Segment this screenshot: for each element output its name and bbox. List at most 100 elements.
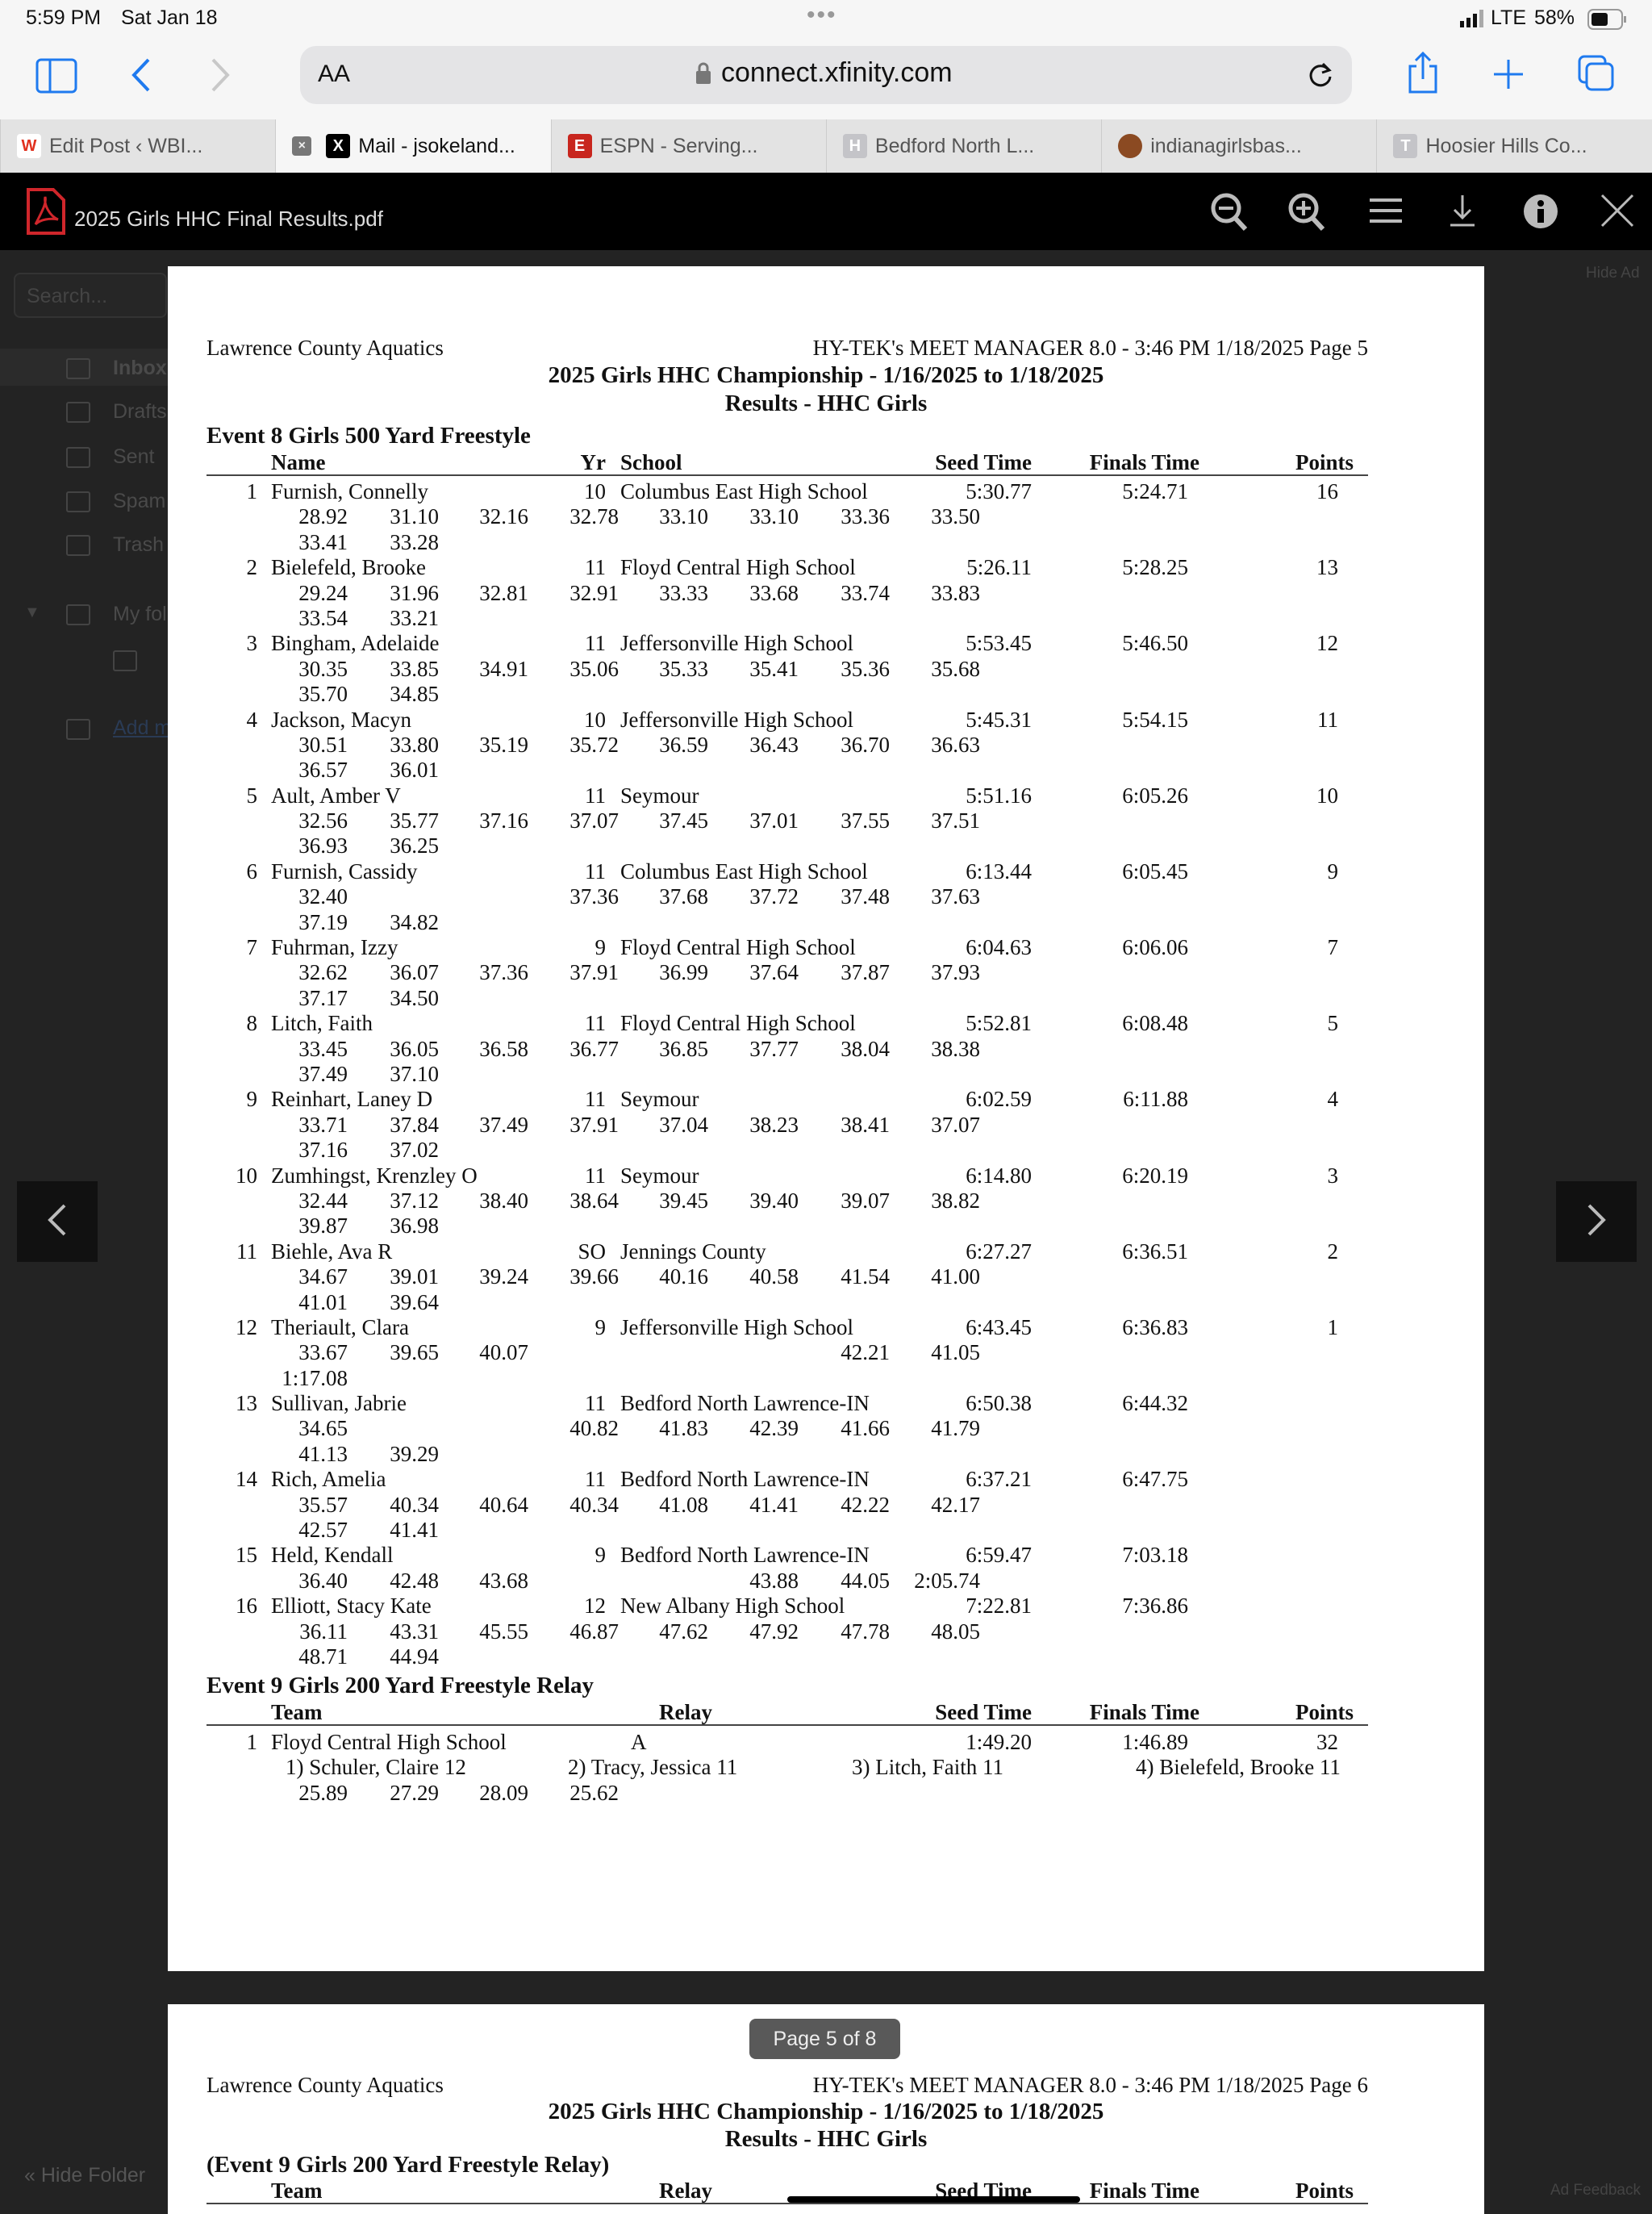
browser-tab[interactable]: × X Mail - jsokeland...: [275, 119, 551, 173]
favicon-icon: X: [326, 134, 351, 158]
url-text[interactable]: connect.xfinity.com: [721, 57, 953, 88]
reload-icon[interactable]: [1307, 61, 1334, 94]
result-entry: 9 Reinhart, Laney D 11 Seymour 6:02.59 6:11.8…: [168, 1087, 1484, 1163]
new-tab-icon[interactable]: [1492, 58, 1525, 94]
favicon-icon: [1118, 134, 1143, 158]
close-icon[interactable]: [1600, 194, 1634, 232]
info-icon[interactable]: [1523, 194, 1558, 233]
seed-time: 5:51.16: [966, 783, 1032, 808]
zoom-in-icon[interactable]: [1287, 192, 1326, 236]
mail-icon: [66, 719, 90, 740]
zoom-out-icon[interactable]: [1210, 192, 1249, 236]
split-time: 33.36: [841, 504, 890, 529]
splits-row: 30.51 33.80 35.19 35.72 36.59 36.43 36.70 36.63: [168, 733, 1484, 758]
split-time: 37.04: [659, 1112, 708, 1137]
relay-swimmer: 2) Tracy, Jessica 11: [568, 1755, 738, 1780]
folder-trash[interactable]: Trash: [113, 533, 164, 556]
split-time: 37.16: [298, 1138, 348, 1163]
folder-icon: [113, 650, 137, 671]
battery-icon: [1587, 9, 1628, 36]
tab-label: indianagirlsbas...: [1150, 134, 1302, 157]
meet-subtitle: Results - HHC Girls: [724, 2126, 928, 2152]
split-time: 33.21: [390, 605, 439, 630]
split-time: 44.94: [390, 1644, 439, 1669]
my-folders[interactable]: My fol: [113, 603, 167, 625]
place: 11: [236, 1239, 257, 1264]
add-mail-link[interactable]: Add m: [113, 716, 172, 739]
seed-time: 5:53.45: [966, 631, 1032, 656]
split-time: 36.43: [749, 732, 799, 757]
address-bar[interactable]: AA connect.xfinity.com: [300, 46, 1352, 104]
next-page-button[interactable]: [1556, 1181, 1637, 1262]
result-row: 14 Rich, Amelia 11 Bedford North Lawrence-I…: [168, 1467, 1484, 1492]
folder-drafts[interactable]: Drafts: [113, 400, 167, 423]
inbox-highlight: [0, 349, 168, 386]
seed-time: 6:27.27: [966, 1239, 1032, 1264]
browser-tab[interactable]: H Bedford North L...: [825, 119, 1101, 173]
multitask-dots-icon[interactable]: •••: [807, 2, 837, 28]
browser-tab[interactable]: W Edit Post ‹ WBI...: [0, 119, 275, 173]
split-time: 35.19: [479, 732, 528, 757]
seed-time: 5:45.31: [966, 707, 1032, 732]
browser-tab[interactable]: T Hoosier Hills Co...: [1376, 119, 1651, 173]
forward-icon[interactable]: [208, 56, 232, 98]
split-time: 36.57: [298, 758, 348, 783]
event-9-title: Event 9 Girls 200 Yard Freestyle Relay: [206, 1673, 594, 1698]
split-time: 32.91: [569, 580, 619, 605]
tab-bar: W Edit Post ‹ WBI... × X Mail - jsokeland...…: [0, 119, 1652, 173]
school: Seymour: [620, 1163, 699, 1188]
seed-time: 6:14.80: [966, 1163, 1032, 1188]
swimmer-name: Elliott, Stacy Kate: [271, 1594, 432, 1619]
mail-search-input[interactable]: Search...: [14, 273, 167, 318]
header-name: Name: [271, 450, 326, 474]
home-indicator[interactable]: [787, 2196, 1080, 2203]
caret-down-icon[interactable]: ▼: [24, 604, 40, 621]
splits-row: 48.71 44.94: [168, 1644, 1484, 1669]
result-row: 15 Held, Kendall 9 Bedford North Lawrence-I…: [168, 1543, 1484, 1568]
folder-sent[interactable]: Sent: [113, 445, 155, 468]
finals-time: 6:36.83: [1122, 1314, 1188, 1339]
result-row: 16 Elliott, Stacy Kate 12 New Albany High S…: [168, 1594, 1484, 1619]
result-entry: 15 Held, Kendall 9 Bedford North Lawrence-I…: [168, 1543, 1484, 1594]
split-time: 32.78: [569, 504, 619, 529]
back-icon[interactable]: [129, 56, 153, 98]
relay-letter: A: [631, 1730, 647, 1754]
place: 3: [246, 631, 258, 656]
hide-folders-button[interactable]: « Hide Folder: [24, 2164, 146, 2187]
result-entry: 12 Theriault, Clara 9 Jeffersonville High S…: [168, 1315, 1484, 1391]
header-team: Team: [271, 2178, 323, 2203]
header-team: Team: [271, 1700, 323, 1724]
ad-feedback-link[interactable]: Ad Feedback: [1550, 2182, 1641, 2199]
menu-icon[interactable]: [1370, 197, 1402, 228]
school: New Albany High School: [620, 1594, 845, 1619]
split-time: 32.62: [298, 960, 348, 985]
sidebar-toggle-icon[interactable]: [35, 58, 77, 98]
school: Floyd Central High School: [620, 555, 856, 580]
browser-tab[interactable]: indianagirlsbas...: [1101, 119, 1376, 173]
year: 9: [594, 1314, 607, 1339]
splits-row: 33.67 39.65 40.07 42.21 41.05: [168, 1340, 1484, 1365]
split-time: 39.29: [390, 1441, 439, 1466]
share-icon[interactable]: [1407, 51, 1439, 98]
folder-inbox[interactable]: Inbox: [113, 357, 167, 379]
split-time: 34.91: [479, 656, 528, 681]
hide-ad-link[interactable]: Hide Ad: [1586, 265, 1640, 282]
browser-tab[interactable]: E ESPN - Serving...: [550, 119, 826, 173]
tab-overview-icon[interactable]: [1578, 55, 1615, 96]
split-time: 31.96: [390, 580, 439, 605]
header-finals-time: Finals Time: [1089, 2178, 1199, 2203]
reader-button[interactable]: AA: [318, 61, 351, 87]
split-time: 33.85: [390, 656, 439, 681]
trash-icon: [66, 535, 90, 556]
split-time: 33.41: [298, 529, 348, 554]
splits-row: 32.56 35.77 37.16 37.07 37.45 37.01 37.55 37.51: [168, 808, 1484, 833]
close-tab-icon[interactable]: ×: [292, 136, 312, 156]
previous-page-button[interactable]: [17, 1181, 98, 1262]
finals-time: 6:20.19: [1122, 1163, 1188, 1188]
download-icon[interactable]: [1449, 194, 1476, 232]
splits-row: 37.17 34.50: [168, 986, 1484, 1011]
splits-row: 36.57 36.01: [168, 758, 1484, 783]
folder-spam[interactable]: Spam: [113, 490, 166, 512]
split-time: 40.34: [390, 1492, 439, 1517]
school: Bedford North Lawrence-IN: [620, 1543, 870, 1568]
